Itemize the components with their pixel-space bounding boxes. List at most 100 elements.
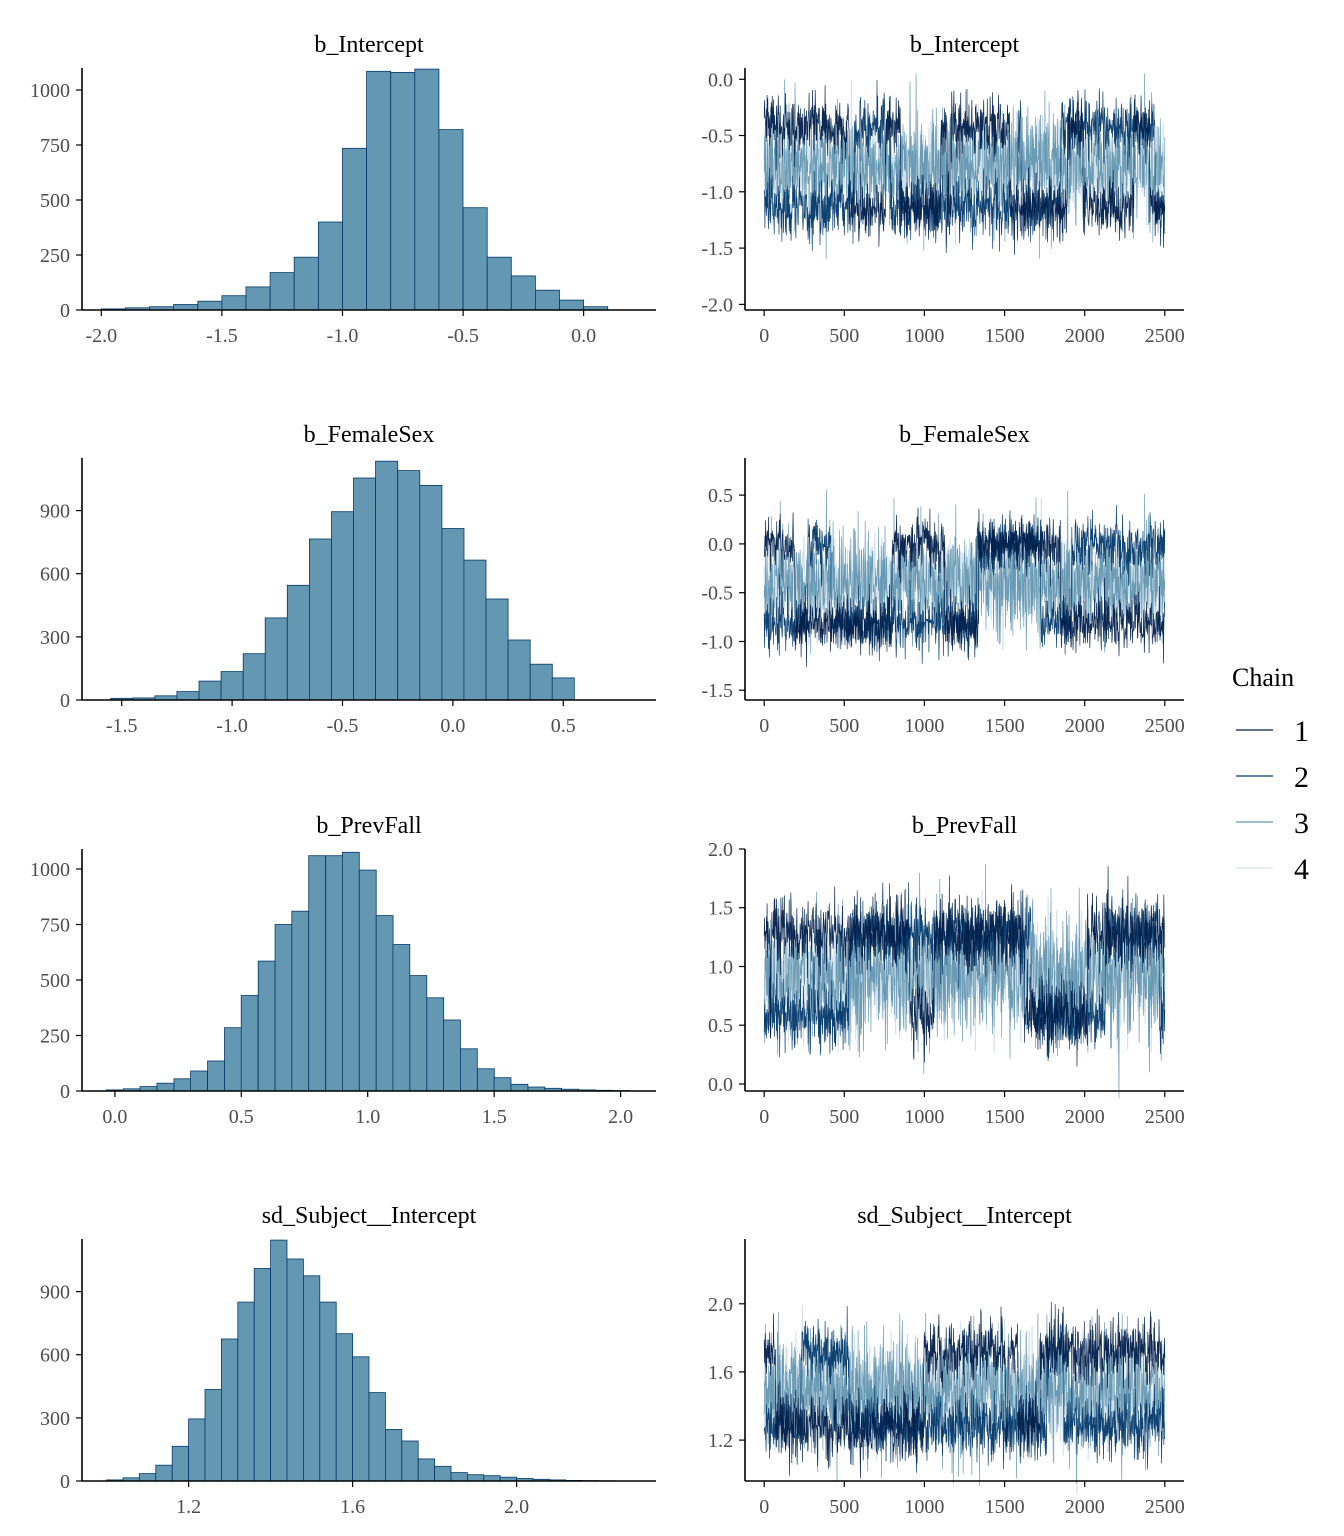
histogram-bar <box>245 286 271 311</box>
x-tick-label: 0.0 <box>440 715 465 737</box>
x-tick-label: 1000 <box>904 325 944 347</box>
trace-chain-1 <box>763 85 1166 255</box>
trace-chain-2 <box>763 1301 1166 1473</box>
y-tick-label: 0.5 <box>708 1015 733 1037</box>
histogram-bar <box>390 72 416 311</box>
histogram-bar <box>462 207 488 311</box>
histogram-bar <box>434 1465 452 1482</box>
x-tick-label: 0 <box>759 1496 769 1518</box>
histogram-bar <box>443 1019 461 1092</box>
x-tick-label: 2000 <box>1065 1106 1105 1128</box>
histogram-bar <box>207 1060 225 1092</box>
histogram-bar <box>450 1472 468 1482</box>
histogram-bar <box>171 1445 189 1482</box>
x-tick-label: 1500 <box>985 1496 1025 1518</box>
histogram-bar <box>220 671 244 701</box>
y-tick-label: 300 <box>40 1408 70 1430</box>
x-tick-label: 2000 <box>1065 325 1105 347</box>
histogram-bar <box>438 129 464 311</box>
histogram-bar <box>242 653 266 701</box>
histogram-bar <box>269 272 295 311</box>
x-tick-label: 500 <box>829 325 859 347</box>
panel-title: sd_Subject__Intercept <box>857 1203 1072 1229</box>
histogram-bar <box>190 1070 208 1092</box>
histogram-bar <box>240 995 259 1092</box>
histogram-bar <box>507 639 531 701</box>
histogram-bar <box>308 538 332 701</box>
histogram-bar <box>352 1356 370 1482</box>
panel-title: b_Intercept <box>314 32 424 58</box>
x-tick-label: 2500 <box>1145 1496 1185 1518</box>
histogram-bar <box>197 300 223 311</box>
trace-chain-1 <box>763 1306 1166 1479</box>
histogram-bar <box>335 1333 354 1482</box>
y-tick-label: 0.5 <box>708 485 733 507</box>
histogram-bar <box>353 477 377 701</box>
legend-label: 3 <box>1294 807 1309 840</box>
x-tick-label: -0.5 <box>327 715 359 737</box>
x-tick-label: -1.5 <box>106 715 138 737</box>
x-tick-label: 500 <box>829 715 859 737</box>
x-tick-label: 1000 <box>904 1496 944 1518</box>
y-tick-label: -0.5 <box>701 583 733 605</box>
histogram-bar <box>384 1429 403 1482</box>
histogram-bar <box>401 1440 419 1482</box>
x-tick-label: 2500 <box>1145 715 1185 737</box>
y-tick-label: -1.5 <box>701 238 733 260</box>
panel-title: b_FemaleSex <box>304 422 435 448</box>
histogram-bar <box>257 960 276 1092</box>
y-tick-label: 1.0 <box>708 957 733 979</box>
histogram-bar <box>274 924 293 1092</box>
y-tick-label: -2.0 <box>701 294 733 316</box>
histogram-bar <box>155 1464 173 1482</box>
panel-6: sd_Subject__Intercept 1.2 1.6 2.0 0 300 600 900 <box>40 1203 656 1518</box>
y-tick-label: -1.0 <box>701 632 733 654</box>
histogram-bar <box>419 484 443 701</box>
y-tick-label: -1.5 <box>701 680 733 702</box>
panel-title: b_Intercept <box>910 32 1020 58</box>
histogram-bar <box>366 70 392 311</box>
y-tick-label: 0 <box>60 1081 70 1103</box>
histogram-bar <box>358 869 377 1092</box>
x-tick-label: -0.5 <box>447 325 479 347</box>
histogram-bar <box>286 584 310 701</box>
histogram-bar <box>414 68 440 311</box>
y-tick-label: 500 <box>40 190 70 212</box>
x-tick-label: 2000 <box>1065 715 1105 737</box>
histogram-bar <box>317 221 343 311</box>
x-tick-label: 1.0 <box>355 1106 380 1128</box>
x-tick-label: 1500 <box>985 325 1025 347</box>
histogram-bar <box>204 1389 222 1482</box>
histogram-bar <box>221 295 247 311</box>
x-tick-label: 500 <box>829 1496 859 1518</box>
x-tick-label: 2500 <box>1145 325 1185 347</box>
histogram-bar <box>291 910 310 1092</box>
histogram-bar <box>466 1474 485 1482</box>
x-tick-label: 1000 <box>904 715 944 737</box>
y-tick-label: 2.0 <box>708 1294 733 1316</box>
x-tick-label: -1.5 <box>206 325 238 347</box>
trace-chain-2 <box>763 80 1166 254</box>
histogram-bar <box>493 1077 512 1092</box>
x-tick-label: 0.5 <box>551 715 576 737</box>
histogram-bar <box>319 1301 337 1482</box>
panel-2: b_FemaleSex -1.5 -1.0 -0.5 0.0 0.5 0 300 600 900 <box>40 422 656 737</box>
panel-3: b_FemaleSex 0 500 1000 1500 2000 2500 0.5 0.0 -0.… <box>701 422 1184 737</box>
x-tick-label: 0.0 <box>102 1106 127 1128</box>
y-tick-label: 0.0 <box>708 1074 733 1096</box>
y-tick-label: -0.5 <box>701 126 733 148</box>
trace-chain-2 <box>763 504 1166 664</box>
y-tick-label: 1.6 <box>708 1362 733 1384</box>
panel-4: b_PrevFall 0.0 0.5 1.0 1.5 2.0 0 250 500 750 1000 <box>30 813 656 1128</box>
histogram-bar <box>397 470 421 701</box>
x-tick-label: 2000 <box>1065 1496 1105 1518</box>
y-tick-label: 900 <box>40 1282 70 1304</box>
histogram-bar <box>224 1027 242 1092</box>
x-tick-label: 1000 <box>904 1106 944 1128</box>
x-tick-label: 0 <box>759 715 769 737</box>
histogram-bar <box>173 1078 192 1092</box>
histogram-bar <box>237 1301 255 1482</box>
histogram-bar <box>551 677 575 701</box>
y-tick-label: 1.5 <box>708 898 733 920</box>
